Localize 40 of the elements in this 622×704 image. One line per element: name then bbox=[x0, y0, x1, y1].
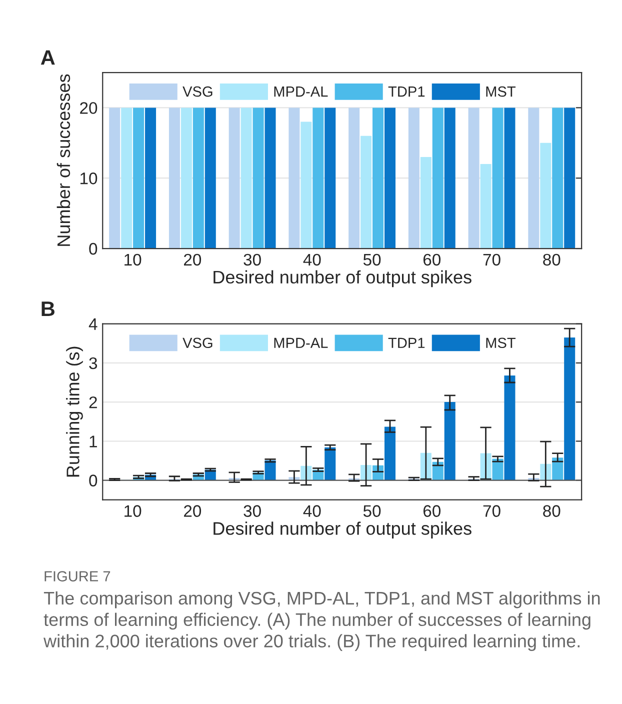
x-tick-label: 10 bbox=[124, 254, 142, 266]
x-tick-label: 10 bbox=[124, 505, 142, 517]
y-tick-label: 3 bbox=[89, 357, 98, 370]
x-tick-label: 30 bbox=[244, 254, 261, 266]
x-tick-label: 20 bbox=[184, 505, 202, 517]
x-tick-label: 60 bbox=[423, 505, 441, 517]
caption: FIGURE 7 bbox=[44, 571, 110, 582]
chart-title: A bbox=[40, 50, 55, 65]
x-axis-title: Desired number of output spikes bbox=[214, 270, 472, 288]
x-tick-label: 70 bbox=[483, 505, 500, 517]
x-tick-label: 30 bbox=[244, 505, 261, 517]
legend-label: TDP1 bbox=[388, 338, 425, 348]
y-tick-label: 20 bbox=[80, 102, 98, 114]
legend-label: VSG bbox=[182, 86, 212, 97]
x-tick-label: 20 bbox=[184, 254, 202, 266]
x-axis-title: Desired number of output spikes bbox=[214, 522, 472, 538]
legend-label: MPD-AL bbox=[274, 86, 328, 97]
legend-label: MPD-AL bbox=[274, 338, 328, 348]
x-tick-label: 50 bbox=[363, 505, 381, 517]
legend-label: MST bbox=[486, 338, 516, 348]
legend-label: MST bbox=[486, 86, 516, 97]
y-axis-title: Running time (s) bbox=[66, 346, 83, 477]
y-axis-title: Number of successes bbox=[56, 74, 70, 246]
y-tick-label: 0 bbox=[89, 242, 98, 255]
y-tick-label: 1 bbox=[90, 436, 97, 448]
legend-label: TDP1 bbox=[388, 86, 425, 97]
chart-title: B bbox=[42, 302, 54, 316]
x-tick-label: 80 bbox=[543, 254, 560, 266]
legend-label: VSG bbox=[182, 338, 212, 348]
y-tick-label: 2 bbox=[89, 396, 97, 408]
x-tick-label: 60 bbox=[423, 254, 441, 266]
y-tick-label: 10 bbox=[80, 172, 98, 184]
x-tick-label: 70 bbox=[483, 254, 500, 266]
text: The comparison among VSG, MPD-AL, TDP1, and MST algorithms in terms of learning efficiency. (A) The number of successes of learning within 2,000 iterations over 20 trials. (B) The required learning time. bbox=[44, 591, 600, 652]
y-tick-label: 0 bbox=[89, 474, 98, 486]
x-tick-label: 40 bbox=[303, 254, 321, 266]
x-tick-label: 50 bbox=[363, 254, 381, 266]
y-tick-label: 4 bbox=[88, 318, 98, 330]
x-tick-label: 80 bbox=[543, 505, 560, 517]
x-tick-label: 40 bbox=[303, 505, 321, 517]
